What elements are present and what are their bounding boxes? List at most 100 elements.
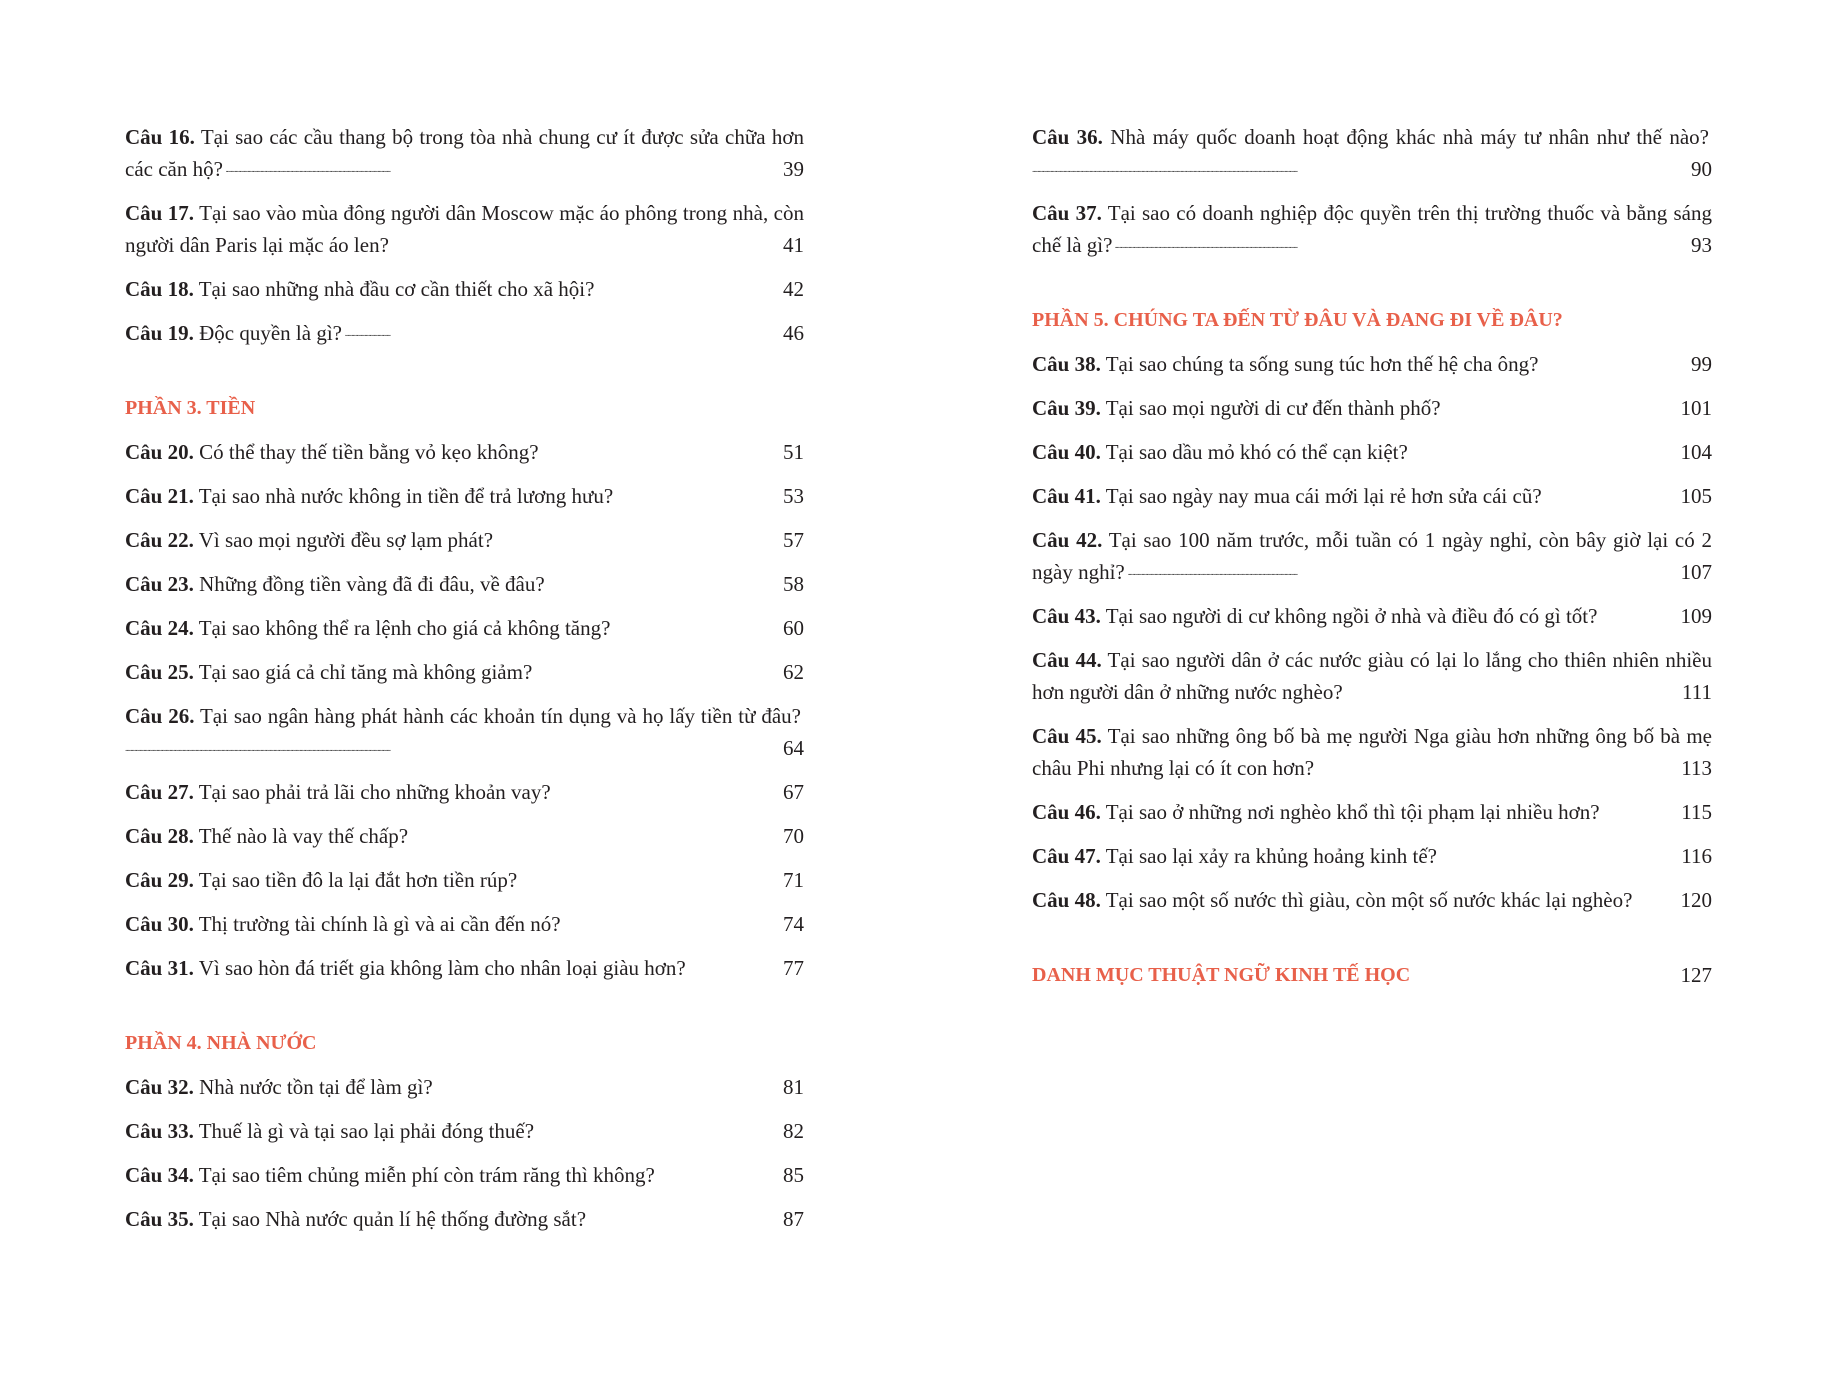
- entry-toc-item[interactable]: Câu 22. Vì sao mọi người đều sợ lạm phát…: [125, 524, 804, 556]
- glossary-heading: DANH MỤC THUẬT NGỮ KINH TẾ HỌC: [1032, 964, 1414, 986]
- entry-title: Câu 47. Tại sao lại xảy ra khủng hoảng k…: [1032, 844, 1440, 868]
- entry-toc-item[interactable]: Câu 19. Độc quyền là gì? 46: [125, 317, 804, 349]
- question-number: Câu 29.: [125, 868, 194, 892]
- entry-title: Câu 21. Tại sao nhà nước không in tiền đ…: [125, 484, 617, 508]
- entry-toc-item[interactable]: Câu 37. Tại sao có doanh nghiệp độc quyề…: [1032, 197, 1712, 261]
- entry-toc-item[interactable]: Câu 21. Tại sao nhà nước không in tiền đ…: [125, 480, 804, 512]
- page-number: 67: [780, 776, 804, 808]
- entry-glossary[interactable]: DANH MỤC THUẬT NGỮ KINH TẾ HỌC 127: [1032, 959, 1712, 991]
- question-text: Độc quyền là gì?: [199, 321, 342, 345]
- entry-toc-item[interactable]: Câu 48. Tại sao một số nước thì giàu, cò…: [1032, 884, 1712, 916]
- toc-left-page: Câu 16. Tại sao các cầu thang bộ trong t…: [125, 121, 804, 1247]
- question-number: Câu 25.: [125, 660, 194, 684]
- entry-title: Câu 32. Nhà nước tồn tại để làm gì?: [125, 1075, 436, 1099]
- question-text: Tại sao một số nước thì giàu, còn một số…: [1105, 888, 1633, 912]
- entry-toc-item[interactable]: Câu 38. Tại sao chúng ta sống sung túc h…: [1032, 348, 1712, 380]
- question-text: Tại sao người dân ở các nước giàu có lại…: [1032, 648, 1712, 704]
- question-text: Có thể thay thế tiền bằng vỏ kẹo không?: [199, 440, 539, 464]
- entry-toc-item[interactable]: Câu 26. Tại sao ngân hàng phát hành các …: [125, 700, 804, 764]
- entry-toc-item[interactable]: Câu 32. Nhà nước tồn tại để làm gì? 81: [125, 1071, 804, 1103]
- question-number: Câu 16.: [125, 125, 195, 149]
- page-number: 64: [780, 732, 804, 764]
- question-text: Thị trường tài chính là gì và ai cần đến…: [198, 912, 561, 936]
- question-number: Câu 19.: [125, 321, 194, 345]
- page-number: 107: [1677, 556, 1712, 588]
- question-number: Câu 39.: [1032, 396, 1101, 420]
- question-text: Vì sao mọi người đều sợ lạm phát?: [198, 528, 494, 552]
- entry-toc-item[interactable]: Câu 47. Tại sao lại xảy ra khủng hoảng k…: [1032, 840, 1712, 872]
- entry-title: Câu 18. Tại sao những nhà đầu cơ cần thi…: [125, 277, 598, 301]
- question-number: Câu 38.: [1032, 352, 1101, 376]
- entry-toc-item[interactable]: Câu 23. Những đồng tiền vàng đã đi đâu, …: [125, 568, 804, 600]
- entry-toc-item[interactable]: Câu 20. Có thể thay thế tiền bằng vỏ kẹo…: [125, 436, 804, 468]
- page-number: 57: [780, 524, 804, 556]
- entry-toc-item[interactable]: Câu 28. Thế nào là vay thế chấp? 70: [125, 820, 804, 852]
- entry-toc-item[interactable]: Câu 24. Tại sao không thể ra lệnh cho gi…: [125, 612, 804, 644]
- entry-title: Câu 39. Tại sao mọi người di cư đến thàn…: [1032, 396, 1444, 420]
- entry-title: Câu 31. Vì sao hòn đá triết gia không là…: [125, 956, 689, 980]
- page-number: 109: [1677, 600, 1712, 632]
- page-number: 70: [780, 820, 804, 852]
- entry-title: Câu 34. Tại sao tiêm chủng miễn phí còn …: [125, 1163, 658, 1187]
- entry-title: Câu 20. Có thể thay thế tiền bằng vỏ kẹo…: [125, 440, 542, 464]
- question-text: Thuế là gì và tại sao lại phải đóng thuế…: [198, 1119, 535, 1143]
- question-text: Tại sao mọi người di cư đến thành phố?: [1105, 396, 1441, 420]
- page-number: 115: [1678, 796, 1712, 828]
- entry-toc-item[interactable]: Câu 16. Tại sao các cầu thang bộ trong t…: [125, 121, 804, 185]
- page-number: 101: [1677, 392, 1712, 424]
- entry-title: Câu 28. Thế nào là vay thế chấp?: [125, 824, 412, 848]
- question-text: Tại sao những nhà đầu cơ cần thiết cho x…: [198, 277, 595, 301]
- entry-toc-item[interactable]: Câu 31. Vì sao hòn đá triết gia không là…: [125, 952, 804, 984]
- question-number: Câu 18.: [125, 277, 194, 301]
- section-heading: PHẦN 3. TIỀN: [125, 397, 256, 419]
- page-number: 99: [1688, 348, 1712, 380]
- page-number: 104: [1677, 436, 1712, 468]
- entry-toc-item[interactable]: Câu 18. Tại sao những nhà đầu cơ cần thi…: [125, 273, 804, 305]
- question-number: Câu 17.: [125, 201, 195, 225]
- page-number: 58: [780, 568, 804, 600]
- entry-toc-item[interactable]: Câu 34. Tại sao tiêm chủng miễn phí còn …: [125, 1159, 804, 1191]
- page-number: 60: [780, 612, 804, 644]
- page-number: 113: [1678, 752, 1712, 784]
- question-number: Câu 43.: [1032, 604, 1101, 628]
- entry-toc-item[interactable]: Câu 46. Tại sao ở những nơi nghèo khổ th…: [1032, 796, 1712, 828]
- entry-toc-item[interactable]: Câu 43. Tại sao người di cư không ngồi ở…: [1032, 600, 1712, 632]
- page-number: 81: [780, 1071, 804, 1103]
- entry-title: Câu 17. Tại sao vào mùa đông người dân M…: [125, 201, 804, 257]
- entry-toc-item[interactable]: Câu 40. Tại sao dầu mỏ khó có thể cạn ki…: [1032, 436, 1712, 468]
- page-number: 41: [780, 229, 804, 261]
- entry-toc-item[interactable]: Câu 27. Tại sao phải trả lãi cho những k…: [125, 776, 804, 808]
- entry-toc-item[interactable]: Câu 44. Tại sao người dân ở các nước già…: [1032, 644, 1712, 708]
- question-number: Câu 44.: [1032, 648, 1102, 672]
- entry-toc-item[interactable]: Câu 29. Tại sao tiền đô la lại đắt hơn t…: [125, 864, 804, 896]
- question-text: Tại sao nhà nước không in tiền để trả lư…: [198, 484, 614, 508]
- entry-toc-item[interactable]: Câu 17. Tại sao vào mùa đông người dân M…: [125, 197, 804, 261]
- entry-toc-item[interactable]: Câu 41. Tại sao ngày nay mua cái mới lại…: [1032, 480, 1712, 512]
- entry-toc-item[interactable]: Câu 33. Thuế là gì và tại sao lại phải đ…: [125, 1115, 804, 1147]
- entry-title: Câu 30. Thị trường tài chính là gì và ai…: [125, 912, 564, 936]
- section-heading: PHẦN 4. NHÀ NƯỚC: [125, 1032, 317, 1054]
- question-text: Nhà máy quốc doanh hoạt động khác nhà má…: [1110, 125, 1709, 149]
- question-number: Câu 45.: [1032, 724, 1102, 748]
- page-number: 116: [1678, 840, 1712, 872]
- entry-title: Câu 38. Tại sao chúng ta sống sung túc h…: [1032, 352, 1542, 376]
- question-text: Tại sao các cầu thang bộ trong tòa nhà c…: [125, 125, 804, 181]
- entry-toc-item[interactable]: Câu 39. Tại sao mọi người di cư đến thàn…: [1032, 392, 1712, 424]
- entry-toc-item[interactable]: Câu 25. Tại sao giá cả chỉ tăng mà không…: [125, 656, 804, 688]
- entry-toc-item[interactable]: Câu 35. Tại sao Nhà nước quản lí hệ thốn…: [125, 1203, 804, 1235]
- question-number: Câu 27.: [125, 780, 194, 804]
- question-number: Câu 47.: [1032, 844, 1101, 868]
- page-number: 120: [1677, 884, 1712, 916]
- entry-title: Câu 46. Tại sao ở những nơi nghèo khổ th…: [1032, 800, 1603, 824]
- entry-title: Câu 26. Tại sao ngân hàng phát hành các …: [125, 704, 804, 728]
- entry-toc-item[interactable]: Câu 42. Tại sao 100 năm trước, mỗi tuần …: [1032, 524, 1712, 588]
- entry-toc-item[interactable]: Câu 36. Nhà máy quốc doanh hoạt động khá…: [1032, 121, 1712, 185]
- entry-title: Câu 23. Những đồng tiền vàng đã đi đâu, …: [125, 572, 548, 596]
- question-text: Tại sao những ông bố bà mẹ người Nga già…: [1032, 724, 1712, 780]
- entry-toc-item[interactable]: Câu 30. Thị trường tài chính là gì và ai…: [125, 908, 804, 940]
- entry-toc-item[interactable]: Câu 45. Tại sao những ông bố bà mẹ người…: [1032, 720, 1712, 784]
- entry-title: Câu 29. Tại sao tiền đô la lại đắt hơn t…: [125, 868, 521, 892]
- page-number: 93: [1688, 229, 1712, 261]
- entry-title: Câu 24. Tại sao không thể ra lệnh cho gi…: [125, 616, 614, 640]
- entry-title: Câu 22. Vì sao mọi người đều sợ lạm phát…: [125, 528, 497, 552]
